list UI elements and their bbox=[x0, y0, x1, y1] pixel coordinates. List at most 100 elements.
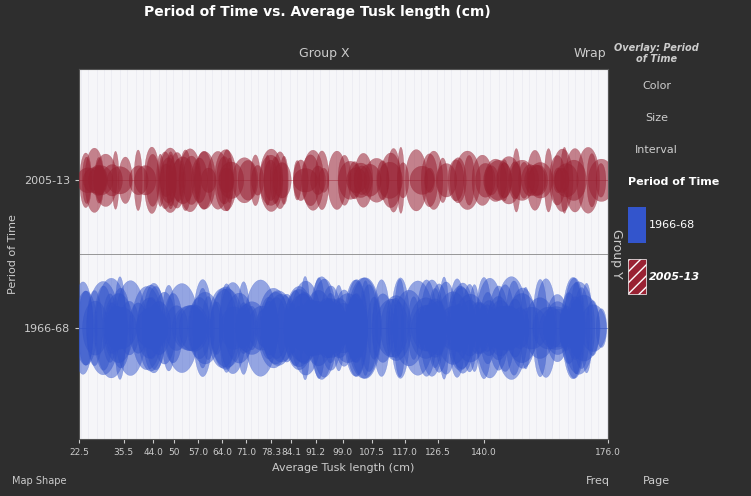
Polygon shape bbox=[347, 278, 381, 378]
Polygon shape bbox=[489, 309, 505, 348]
Polygon shape bbox=[112, 151, 119, 209]
Polygon shape bbox=[471, 303, 488, 353]
Polygon shape bbox=[438, 158, 448, 203]
Polygon shape bbox=[236, 309, 250, 347]
Polygon shape bbox=[397, 163, 409, 198]
Polygon shape bbox=[85, 148, 104, 212]
Polygon shape bbox=[196, 288, 209, 368]
Polygon shape bbox=[559, 306, 573, 350]
Polygon shape bbox=[345, 294, 365, 362]
Polygon shape bbox=[408, 297, 420, 360]
Bar bbox=[628, 259, 646, 295]
Text: Period of Time: Period of Time bbox=[628, 177, 719, 187]
Polygon shape bbox=[147, 302, 171, 355]
Polygon shape bbox=[115, 281, 146, 375]
Polygon shape bbox=[260, 149, 283, 212]
Polygon shape bbox=[83, 168, 107, 193]
Polygon shape bbox=[312, 278, 326, 378]
Polygon shape bbox=[454, 151, 481, 210]
Polygon shape bbox=[143, 297, 160, 359]
Bar bbox=[628, 207, 646, 243]
Polygon shape bbox=[108, 308, 137, 349]
Polygon shape bbox=[484, 166, 499, 195]
Polygon shape bbox=[533, 307, 565, 349]
Polygon shape bbox=[244, 280, 277, 376]
Polygon shape bbox=[238, 160, 258, 200]
Polygon shape bbox=[596, 309, 607, 348]
Polygon shape bbox=[480, 292, 496, 364]
Polygon shape bbox=[260, 155, 282, 205]
Polygon shape bbox=[505, 294, 538, 363]
Polygon shape bbox=[409, 298, 442, 359]
Polygon shape bbox=[129, 303, 147, 353]
Polygon shape bbox=[215, 150, 237, 211]
Polygon shape bbox=[93, 167, 107, 194]
Polygon shape bbox=[451, 283, 475, 373]
Polygon shape bbox=[397, 147, 404, 213]
Polygon shape bbox=[320, 286, 342, 371]
Polygon shape bbox=[89, 166, 113, 195]
Polygon shape bbox=[201, 168, 216, 192]
Polygon shape bbox=[329, 304, 358, 353]
Polygon shape bbox=[77, 168, 98, 193]
Polygon shape bbox=[303, 290, 333, 366]
Polygon shape bbox=[448, 279, 466, 377]
Polygon shape bbox=[294, 161, 301, 200]
Text: Group X: Group X bbox=[300, 47, 350, 60]
Polygon shape bbox=[423, 299, 448, 357]
Polygon shape bbox=[287, 290, 304, 366]
Polygon shape bbox=[262, 292, 290, 364]
Polygon shape bbox=[237, 282, 250, 374]
Polygon shape bbox=[496, 157, 521, 204]
Polygon shape bbox=[315, 151, 329, 210]
Polygon shape bbox=[83, 157, 91, 203]
Polygon shape bbox=[104, 294, 134, 363]
Polygon shape bbox=[280, 156, 288, 204]
Polygon shape bbox=[114, 277, 125, 379]
Polygon shape bbox=[421, 154, 438, 207]
Polygon shape bbox=[450, 158, 466, 203]
Y-axis label: Period of Time: Period of Time bbox=[8, 214, 18, 294]
Polygon shape bbox=[182, 156, 201, 204]
Polygon shape bbox=[327, 299, 352, 358]
Polygon shape bbox=[137, 298, 161, 358]
Polygon shape bbox=[472, 155, 493, 205]
Polygon shape bbox=[487, 300, 514, 356]
Polygon shape bbox=[136, 308, 168, 349]
Polygon shape bbox=[464, 155, 475, 205]
Polygon shape bbox=[95, 157, 103, 203]
Polygon shape bbox=[360, 285, 378, 372]
Polygon shape bbox=[221, 150, 233, 211]
Polygon shape bbox=[219, 162, 244, 198]
Polygon shape bbox=[339, 161, 362, 199]
Polygon shape bbox=[322, 298, 336, 358]
Polygon shape bbox=[508, 162, 521, 199]
Polygon shape bbox=[387, 148, 400, 212]
Polygon shape bbox=[137, 285, 164, 371]
Polygon shape bbox=[566, 297, 584, 360]
Polygon shape bbox=[488, 286, 509, 370]
Polygon shape bbox=[106, 303, 119, 354]
Polygon shape bbox=[511, 308, 529, 349]
Polygon shape bbox=[134, 150, 142, 211]
Polygon shape bbox=[179, 149, 201, 212]
Polygon shape bbox=[261, 301, 277, 355]
Polygon shape bbox=[165, 306, 188, 351]
Polygon shape bbox=[83, 301, 108, 355]
Polygon shape bbox=[386, 299, 397, 357]
Polygon shape bbox=[346, 168, 366, 193]
Polygon shape bbox=[570, 282, 582, 374]
Polygon shape bbox=[171, 157, 195, 204]
Polygon shape bbox=[553, 168, 563, 193]
Polygon shape bbox=[219, 282, 246, 374]
Polygon shape bbox=[316, 306, 328, 350]
Polygon shape bbox=[300, 276, 310, 380]
Polygon shape bbox=[528, 163, 553, 198]
Polygon shape bbox=[189, 292, 221, 364]
Polygon shape bbox=[562, 282, 595, 374]
Polygon shape bbox=[527, 150, 543, 210]
Polygon shape bbox=[219, 284, 234, 372]
Polygon shape bbox=[173, 159, 184, 201]
Polygon shape bbox=[344, 280, 367, 376]
Polygon shape bbox=[417, 306, 436, 351]
